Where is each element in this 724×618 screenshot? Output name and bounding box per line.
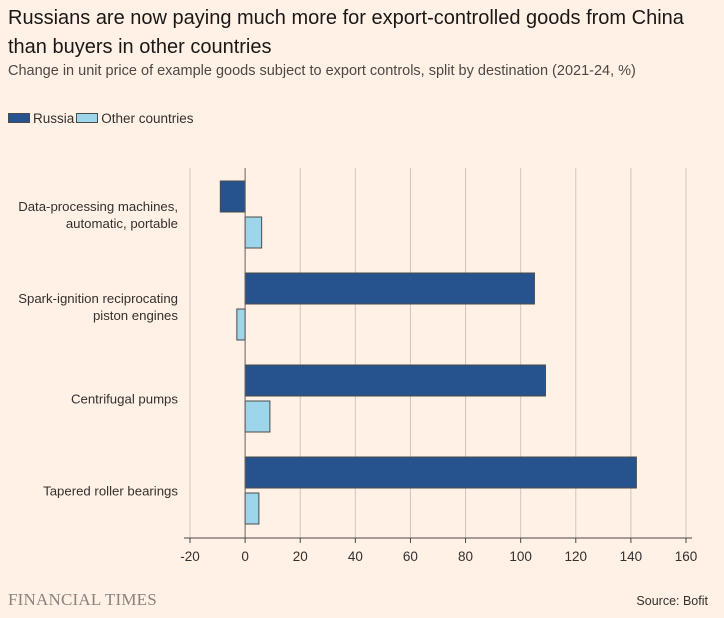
x-tick-label-160: 160 (675, 549, 698, 564)
legend-item-russia: Russia (8, 111, 74, 126)
category-label-1: Spark-ignition reciprocating piston engin… (18, 291, 178, 323)
legend-item-other-countries: Other countries (76, 110, 194, 126)
bar-other-countries-0 (244, 216, 263, 249)
x-tick-label-40: 40 (348, 549, 363, 564)
source-note: Source: Bofit (636, 594, 708, 608)
x-tick-label-60: 60 (403, 549, 418, 564)
category-label-line: Data-processing machines, (18, 199, 178, 214)
category-label-line: Centrifugal pumps (71, 392, 178, 407)
legend-label-other-countries: Other countries (101, 110, 194, 126)
category-label-3: Tapered roller bearings (43, 484, 178, 499)
bar-russia-2 (244, 364, 546, 397)
x-tick-label-0: 0 (241, 549, 249, 564)
x-tick-label-120: 120 (565, 549, 588, 564)
legend-label-russia: Russia (33, 110, 75, 126)
category-label-line: Tapered roller bearings (43, 484, 178, 499)
chart-legend: Russia Other countries (8, 110, 196, 126)
legend-swatch-other-countries (76, 113, 99, 123)
bar-russia-3 (244, 456, 637, 489)
legend-swatch-russia (8, 113, 30, 123)
chart-subtitle: Change in unit price of example goods su… (8, 63, 636, 79)
ft-logo: FINANCIAL TIMES (8, 590, 157, 609)
bar-other-countries-3 (244, 492, 260, 525)
bar-other-countries-1 (236, 308, 246, 341)
category-label-line: automatic, portable (66, 216, 178, 231)
x-tick-label-140: 140 (620, 549, 643, 564)
category-label-line: Spark-ignition reciprocating (18, 291, 178, 306)
category-label-2: Centrifugal pumps (71, 392, 178, 407)
x-tick-label-80: 80 (458, 549, 473, 564)
bar-other-countries-2 (244, 400, 271, 433)
category-label-0: Data-processing machines, automatic, port… (18, 199, 178, 231)
category-label-line: piston engines (93, 308, 178, 323)
x-tick-label-20: 20 (293, 549, 308, 564)
bar-russia-1 (244, 272, 535, 305)
x-tick-label--20: -20 (180, 549, 200, 564)
bar-russia-0 (219, 180, 246, 213)
chart-title: Russians are now paying much more for ex… (8, 7, 684, 58)
x-tick-label-100: 100 (509, 549, 532, 564)
